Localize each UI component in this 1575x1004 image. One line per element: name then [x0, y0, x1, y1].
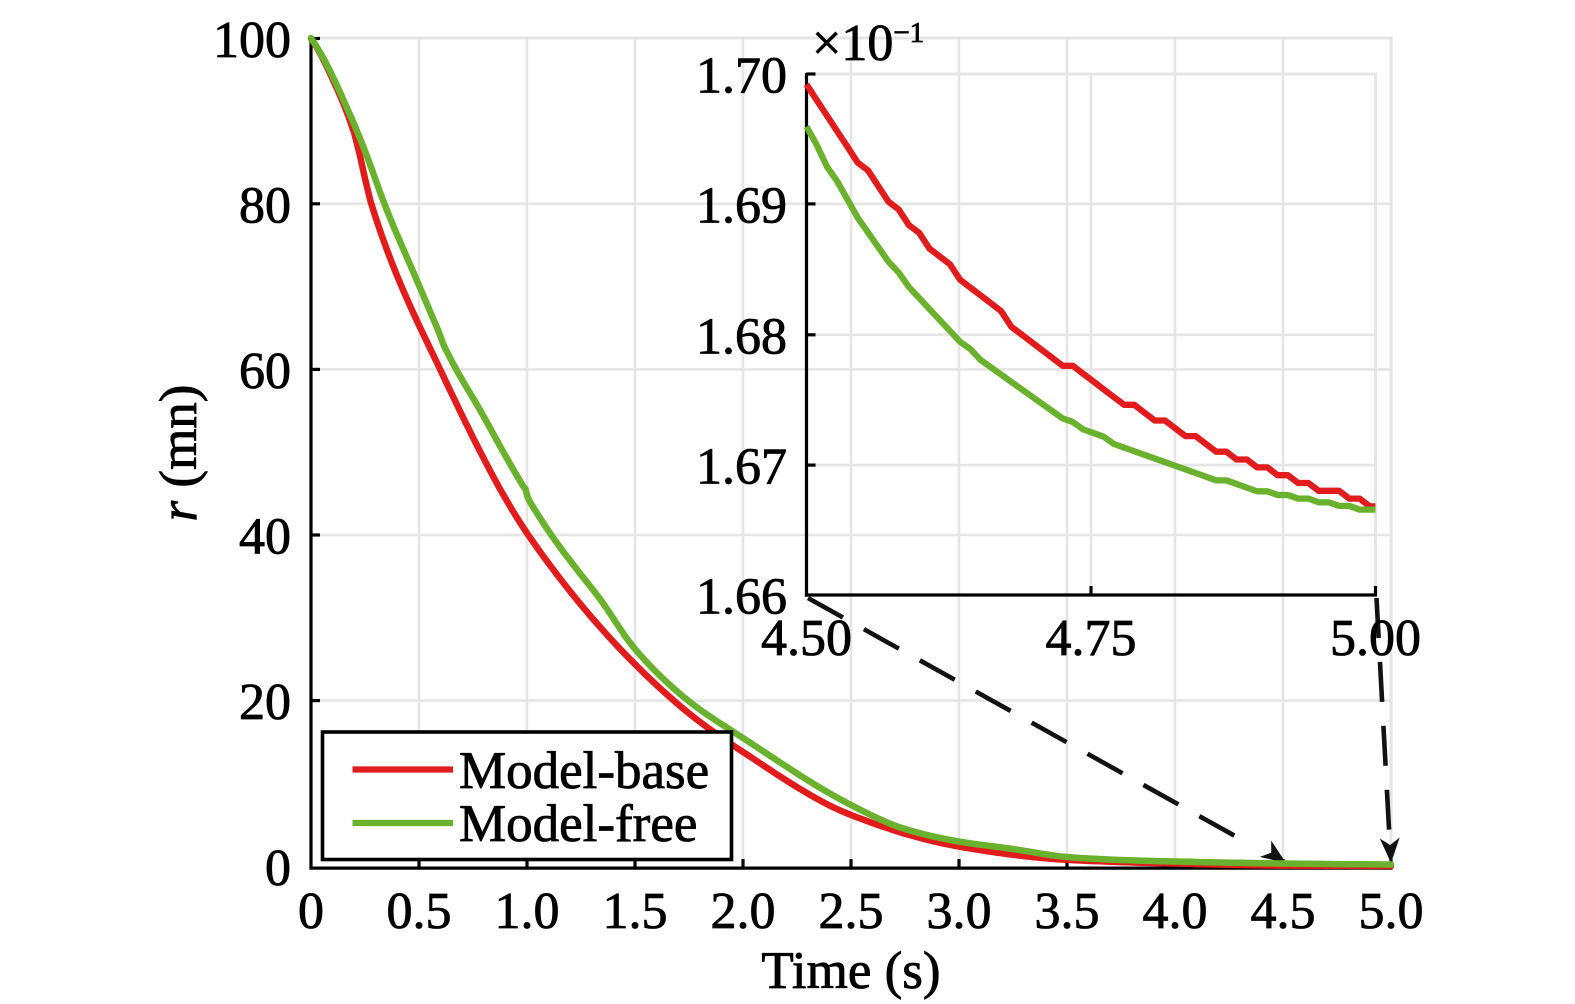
svg-text:40: 40	[239, 509, 291, 566]
svg-text:80: 80	[239, 177, 291, 234]
svg-text:Model-base: Model-base	[459, 742, 709, 800]
svg-text:3.5: 3.5	[1035, 883, 1100, 940]
svg-text:0.5: 0.5	[387, 883, 452, 940]
svg-text:1.70: 1.70	[696, 48, 787, 105]
svg-text:0: 0	[265, 840, 291, 897]
svg-text:1.68: 1.68	[696, 308, 787, 365]
svg-text:3.0: 3.0	[927, 883, 992, 940]
svg-text:1.0: 1.0	[495, 883, 560, 940]
svg-text:2.0: 2.0	[711, 883, 776, 940]
svg-text:2.5: 2.5	[819, 883, 884, 940]
svg-text:20: 20	[239, 674, 291, 731]
svg-text:4.50: 4.50	[761, 610, 852, 667]
svg-text:0: 0	[298, 883, 324, 940]
svg-text:100: 100	[213, 12, 291, 69]
svg-text:1.67: 1.67	[696, 439, 787, 496]
svg-text:5.0: 5.0	[1359, 883, 1424, 940]
svg-text:5.00: 5.00	[1330, 610, 1421, 667]
svg-text:4.0: 4.0	[1143, 883, 1208, 940]
svg-text:4.5: 4.5	[1251, 883, 1316, 940]
svg-text:60: 60	[239, 343, 291, 400]
svg-text:Time (s): Time (s)	[761, 942, 940, 1000]
svg-text:Model-free: Model-free	[459, 795, 697, 853]
svg-text:1.69: 1.69	[696, 177, 787, 234]
svg-text:1.5: 1.5	[603, 883, 668, 940]
svg-text:4.75: 4.75	[1046, 610, 1137, 667]
svg-text:1.66: 1.66	[696, 569, 787, 626]
svg-text:r (mn): r (mn)	[150, 385, 208, 522]
